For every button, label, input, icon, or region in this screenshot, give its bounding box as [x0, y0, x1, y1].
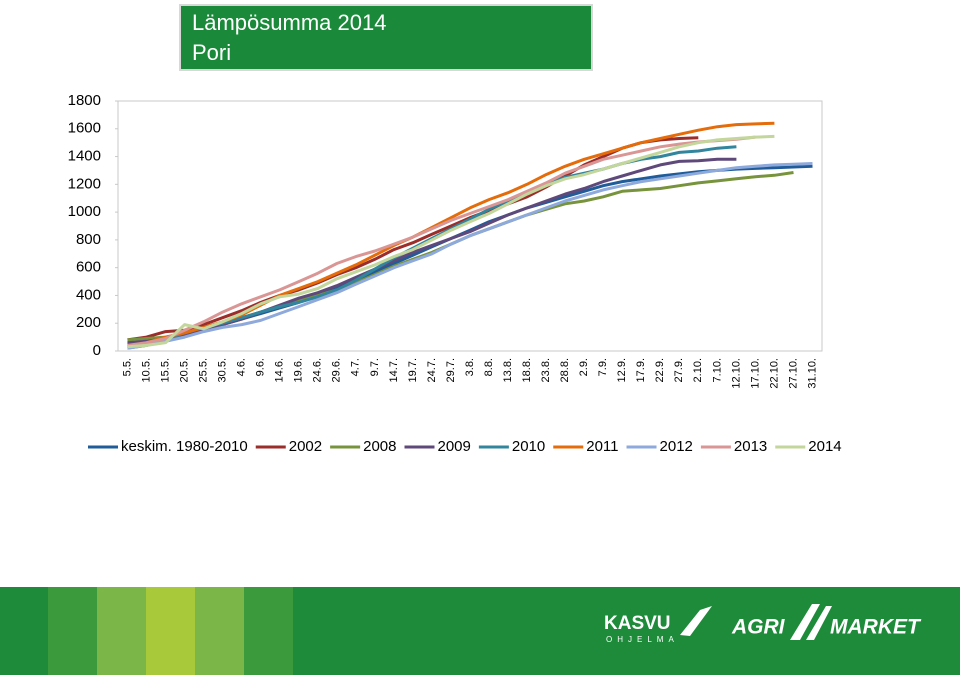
x-tick-label: 3.8. [464, 358, 476, 376]
x-tick-label: 9.7. [369, 358, 381, 376]
x-tick-label: 7.9. [597, 358, 609, 376]
y-tick-label: 1800 [68, 92, 101, 109]
x-tick-label: 22.10. [768, 358, 780, 389]
x-tick-label: 8.8. [483, 358, 495, 376]
chart-subtitle: Pori [192, 40, 231, 65]
x-tick-label: 4.7. [350, 358, 362, 376]
footer-square [195, 587, 244, 675]
x-tick-label: 13.8. [502, 358, 514, 382]
x-tick-label: 5.5. [121, 358, 133, 376]
x-tick-label: 17.10. [749, 358, 761, 389]
x-tick-label: 20.5. [179, 358, 191, 382]
x-tick-label: 19.7. [407, 358, 419, 382]
y-tick-label: 1400 [68, 148, 101, 165]
plot-frame [117, 100, 823, 352]
legend-label: 2002 [289, 438, 322, 455]
x-tick-label: 10.5. [140, 358, 152, 382]
legend-label: 2010 [512, 438, 545, 455]
x-tick-label: 28.8. [559, 358, 571, 382]
kasvu-icon [680, 606, 712, 636]
footer-square [146, 587, 195, 675]
agri-icon [790, 604, 832, 640]
x-tick-label: 12.10. [730, 358, 742, 389]
x-tick-label: 30.5. [217, 358, 229, 382]
legend-label: 2014 [808, 438, 841, 455]
series-line [127, 162, 813, 350]
x-tick-label: 31.10. [806, 358, 818, 389]
x-tick-label: 4.6. [236, 358, 248, 376]
x-tick-label: 14.7. [388, 358, 400, 382]
x-tick-label: 17.9. [635, 358, 647, 382]
y-tick-label: 200 [76, 314, 101, 331]
x-tick-label: 2.10. [692, 358, 704, 382]
x-tick-label: 14.6. [274, 358, 286, 382]
y-tick-label: 1600 [68, 120, 101, 137]
x-tick-label: 25.5. [198, 358, 210, 382]
x-tick-label: 2.9. [578, 358, 590, 376]
legend-label: 2008 [363, 438, 396, 455]
x-tick-label: 23.8. [540, 358, 552, 382]
series-line [127, 134, 775, 349]
x-tick-label: 24.7. [426, 358, 438, 382]
footer-square [48, 587, 97, 675]
series-line [127, 135, 756, 347]
x-tick-label: 15.5. [159, 358, 171, 382]
x-tick-label: 24.6. [312, 358, 324, 382]
series-line [127, 136, 699, 342]
legend-label: 2013 [734, 438, 767, 455]
x-tick-label: 19.6. [293, 358, 305, 382]
title-box [179, 4, 593, 71]
legend-label: 2011 [586, 438, 618, 455]
legend-label: keskim. 1980-2010 [121, 438, 248, 455]
x-tick-label: 27.9. [673, 358, 685, 382]
legend-label: 2009 [438, 438, 471, 455]
y-tick-label: 1000 [68, 203, 101, 220]
logo-text: OHJELMA [606, 635, 679, 644]
series-line [127, 121, 775, 349]
logo-text: MARKET [830, 616, 922, 639]
x-tick-label: 9.6. [255, 358, 267, 376]
footer-square [97, 587, 146, 675]
x-tick-label: 29.7. [445, 358, 457, 382]
y-tick-label: 1200 [68, 175, 101, 192]
x-tick-label: 18.8. [521, 358, 533, 382]
x-tick-label: 29.6. [331, 358, 343, 382]
chart-title: Lämpösumma 2014 [192, 10, 386, 35]
footer-square [244, 587, 293, 675]
y-tick-label: 400 [76, 286, 101, 303]
y-tick-label: 600 [76, 259, 101, 276]
x-tick-label: 27.10. [787, 358, 799, 389]
y-tick-label: 0 [93, 342, 101, 359]
legend-label: 2012 [660, 438, 693, 455]
x-tick-label: 12.9. [616, 358, 628, 382]
x-tick-label: 7.10. [711, 358, 723, 382]
logo-text: KASVU [604, 613, 671, 634]
y-tick-label: 800 [76, 231, 101, 248]
logo-text: AGRI [731, 616, 786, 639]
x-tick-label: 22.9. [654, 358, 666, 382]
